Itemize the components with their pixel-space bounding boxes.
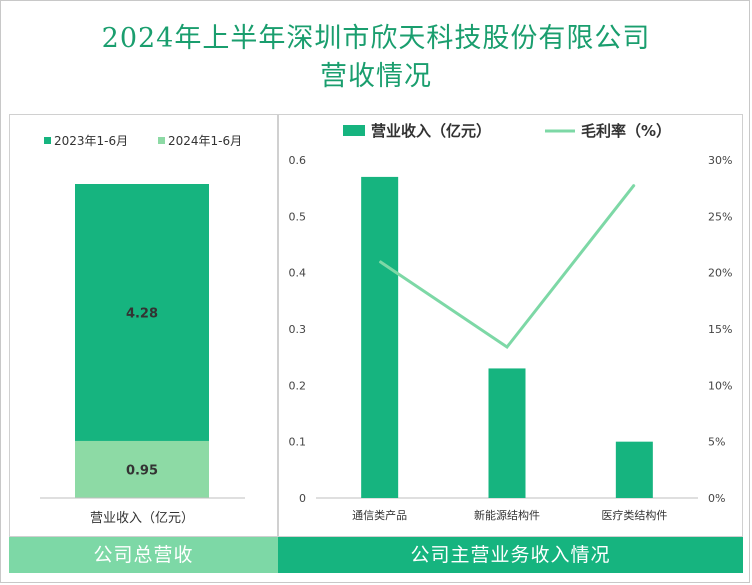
footer-right-label: 公司主营业务收入情况 — [278, 537, 743, 573]
right-y-tick-1: 0.1 — [289, 436, 307, 449]
footer-left-label: 公司总营收 — [9, 537, 278, 573]
title-line-2: 营收情况 — [320, 61, 432, 92]
right-legend-bar-swatch — [343, 125, 365, 136]
right-y2-tick-3: 15% — [708, 323, 732, 336]
left-bar-segment-0 — [75, 184, 209, 441]
right-bar-0 — [361, 176, 399, 498]
left-bar-data-label-1: 0.95 — [126, 463, 158, 478]
right-x-category-label-2: 医疗类结构件 — [601, 508, 667, 522]
right-x-category-label-0: 通信类产品 — [352, 508, 407, 522]
right-margin-point-1 — [506, 346, 508, 348]
page-title: 2024年上半年深圳市欣天科技股份有限公司 营收情况 — [0, 20, 752, 96]
left-legend-swatch-0 — [44, 137, 51, 144]
right-panel — [278, 114, 743, 537]
right-x-category-label-1: 新能源结构件 — [474, 508, 540, 522]
right-y2-tick-1: 5% — [708, 436, 725, 449]
right-bar-2 — [615, 441, 653, 498]
right-margin-point-2 — [633, 184, 635, 186]
left-panel — [9, 114, 278, 537]
right-margin-point-0 — [379, 260, 381, 262]
right-margin-line — [378, 183, 636, 350]
right-y-tick-6: 0.6 — [289, 154, 307, 167]
right-legend-bar-label: 营业收入（亿元） — [371, 122, 491, 140]
title-line-1: 2024年上半年深圳市欣天科技股份有限公司 — [101, 23, 651, 54]
right-y2-tick-4: 20% — [708, 267, 732, 280]
left-bar-data-label-0: 4.28 — [126, 306, 158, 321]
right-y-tick-0: 0 — [299, 492, 306, 505]
left-legend-label-0: 2023年1-6月 — [54, 134, 128, 148]
right-y-tick-5: 0.5 — [289, 210, 307, 223]
right-legend-line-label: 毛利率（%） — [581, 122, 671, 140]
right-y2-tick-6: 30% — [708, 154, 732, 167]
right-y-tick-3: 0.3 — [289, 323, 307, 336]
left-legend-swatch-1 — [158, 137, 165, 144]
right-bar-1 — [488, 368, 526, 498]
right-y-tick-4: 0.4 — [289, 267, 307, 280]
right-y2-tick-0: 0% — [708, 492, 725, 505]
right-y2-tick-2: 10% — [708, 379, 732, 392]
right-y2-tick-5: 25% — [708, 210, 732, 223]
right-y-tick-2: 0.2 — [289, 379, 307, 392]
left-legend-label-1: 2024年1-6月 — [168, 134, 242, 148]
left-x-category-label: 营业收入（亿元） — [90, 511, 194, 526]
left-bar-segment-1 — [75, 440, 209, 498]
